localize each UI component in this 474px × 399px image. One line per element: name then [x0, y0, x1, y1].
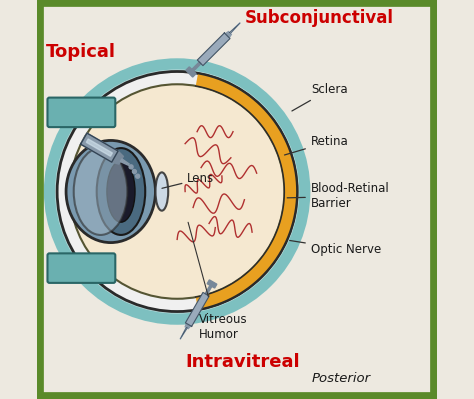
FancyBboxPatch shape: [47, 98, 115, 127]
Circle shape: [49, 64, 305, 319]
Polygon shape: [225, 32, 231, 38]
Ellipse shape: [74, 148, 128, 235]
Ellipse shape: [107, 161, 135, 222]
Text: Optic Nerve: Optic Nerve: [290, 241, 381, 256]
Polygon shape: [180, 327, 187, 339]
Text: Sclera: Sclera: [292, 83, 347, 111]
Polygon shape: [229, 23, 240, 34]
Circle shape: [57, 71, 297, 312]
FancyBboxPatch shape: [47, 253, 115, 283]
Polygon shape: [120, 159, 129, 165]
Text: Intravitreal: Intravitreal: [185, 353, 300, 371]
Text: Topical: Topical: [46, 43, 116, 61]
Text: Blood-Retinal
Barrier: Blood-Retinal Barrier: [287, 182, 390, 210]
Polygon shape: [112, 151, 123, 164]
Ellipse shape: [155, 172, 168, 211]
Text: Subconjunctival: Subconjunctival: [245, 9, 394, 27]
Polygon shape: [186, 67, 196, 77]
Polygon shape: [191, 62, 201, 72]
Circle shape: [136, 174, 140, 178]
Polygon shape: [185, 323, 191, 328]
Ellipse shape: [66, 140, 155, 243]
Circle shape: [129, 165, 133, 169]
Text: Posterior: Posterior: [311, 372, 370, 385]
Text: Lens: Lens: [162, 172, 215, 188]
Polygon shape: [207, 280, 217, 288]
Polygon shape: [197, 33, 230, 65]
Polygon shape: [81, 133, 118, 162]
Polygon shape: [205, 284, 212, 295]
Circle shape: [70, 84, 284, 299]
Text: Retina: Retina: [284, 135, 348, 155]
Polygon shape: [86, 139, 112, 156]
Circle shape: [132, 170, 137, 174]
PathPatch shape: [196, 73, 297, 310]
Ellipse shape: [97, 148, 145, 235]
Polygon shape: [185, 292, 209, 326]
Text: Vitreous
Humor: Vitreous Humor: [199, 313, 248, 341]
